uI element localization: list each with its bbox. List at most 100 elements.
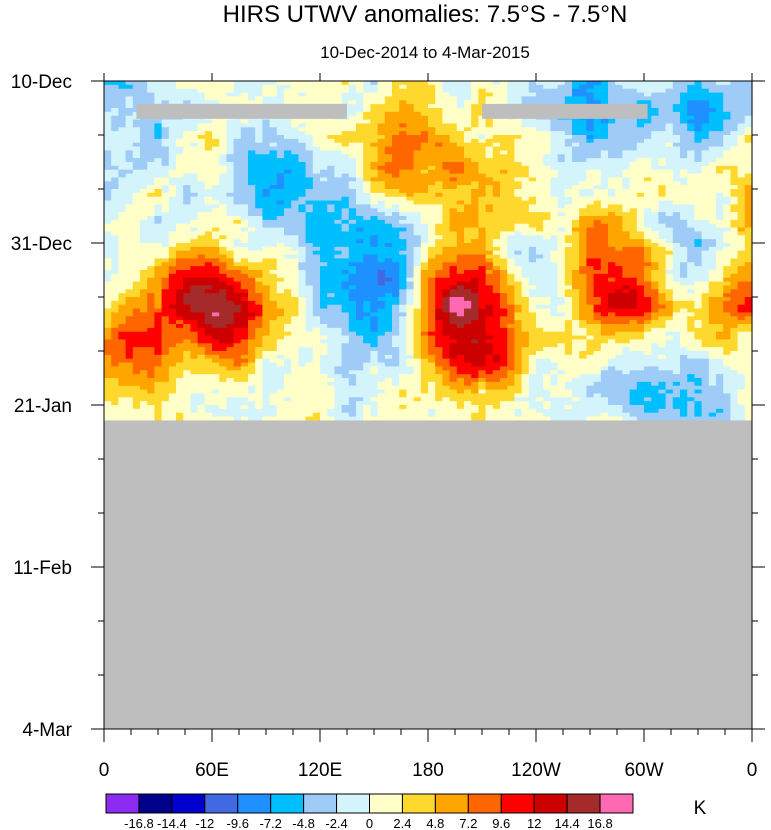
- heatmap-cell: [197, 293, 206, 298]
- heatmap-cell: [118, 185, 127, 190]
- heatmap-cell: [744, 96, 753, 101]
- heatmap-cell: [204, 135, 213, 140]
- heatmap-cell: [586, 154, 595, 159]
- heatmap-cell: [543, 196, 551, 202]
- heatmap-cell: [161, 200, 170, 206]
- heatmap-cell: [615, 281, 623, 287]
- heatmap-cell: [298, 216, 307, 221]
- heatmap-cell: [320, 177, 328, 182]
- heatmap-cell: [665, 246, 674, 252]
- heatmap-cell: [392, 293, 400, 298]
- heatmap-cell: [190, 266, 199, 271]
- heatmap-cell: [240, 219, 249, 225]
- heatmap-cell: [744, 200, 753, 206]
- heatmap-cell: [305, 135, 314, 140]
- heatmap-cell: [291, 92, 299, 98]
- heatmap-cell: [291, 127, 299, 132]
- heatmap-cell: [492, 165, 501, 171]
- heatmap-cell: [471, 123, 479, 128]
- heatmap-cell: [492, 88, 501, 94]
- heatmap-cell: [255, 262, 263, 267]
- heatmap-cell: [564, 135, 573, 140]
- heatmap-cell: [449, 115, 458, 121]
- heatmap-cell: [593, 285, 602, 290]
- heatmap-cell: [536, 181, 544, 186]
- heatmap-cell: [644, 165, 652, 171]
- heatmap-cell: [140, 266, 148, 271]
- heatmap-cell: [320, 135, 328, 140]
- heatmap-cell: [363, 146, 371, 152]
- heatmap-cell: [449, 235, 458, 240]
- heatmap-cell: [730, 254, 739, 260]
- heatmap-cell: [550, 289, 559, 294]
- heatmap-cell: [528, 281, 537, 287]
- heatmap-cell: [420, 81, 429, 86]
- heatmap-cell: [190, 281, 199, 287]
- heatmap-cell: [543, 223, 551, 229]
- heatmap-cell: [284, 84, 292, 90]
- heatmap-cell: [284, 127, 292, 132]
- heatmap-cell: [456, 254, 465, 260]
- heatmap-cell: [615, 250, 623, 256]
- heatmap-cell: [240, 204, 249, 209]
- heatmap-cell: [255, 173, 263, 179]
- heatmap-cell: [536, 192, 544, 198]
- heatmap-cell: [629, 204, 638, 209]
- heatmap-cell: [694, 158, 703, 163]
- heatmap-cell: [248, 243, 256, 248]
- heatmap-cell: [471, 131, 479, 136]
- heatmap-cell: [298, 150, 307, 155]
- heatmap-cell: [341, 273, 350, 279]
- heatmap-cell: [204, 185, 213, 190]
- heatmap-cell: [507, 208, 515, 213]
- heatmap-cell: [737, 235, 746, 240]
- heatmap-cell: [262, 119, 271, 125]
- heatmap-cell: [471, 285, 479, 290]
- heatmap-cell: [356, 135, 364, 140]
- heatmap-cell: [406, 81, 415, 86]
- heatmap-cell: [586, 250, 595, 256]
- heatmap-cell: [723, 100, 731, 105]
- heatmap-cell: [226, 127, 235, 132]
- heatmap-cell: [716, 204, 724, 209]
- heatmap-cell: [334, 266, 343, 271]
- heatmap-cell: [600, 81, 609, 86]
- heatmap-cell: [680, 135, 688, 140]
- heatmap-cell: [240, 142, 249, 148]
- heatmap-cell: [514, 235, 523, 240]
- heatmap-cell: [507, 192, 515, 198]
- heatmap-cell: [125, 254, 134, 260]
- heatmap-cell: [708, 135, 717, 140]
- heatmap-cell: [723, 146, 731, 152]
- heatmap-cell: [140, 119, 148, 125]
- heatmap-cell: [471, 181, 479, 186]
- heatmap-cell: [298, 196, 307, 202]
- heatmap-cell: [557, 196, 566, 202]
- heatmap-cell: [629, 173, 638, 179]
- heatmap-cell: [528, 200, 537, 206]
- heatmap-cell: [384, 92, 393, 98]
- heatmap-cell: [176, 254, 184, 260]
- heatmap-cell: [248, 239, 256, 244]
- heatmap-cell: [680, 111, 688, 117]
- heatmap-cell: [104, 84, 112, 90]
- heatmap-cell: [600, 262, 609, 267]
- heatmap-cell: [125, 169, 134, 175]
- heatmap-cell: [600, 243, 609, 248]
- heatmap-cell: [564, 223, 573, 229]
- heatmap-cell: [384, 123, 393, 128]
- heatmap-cell: [118, 289, 127, 294]
- heatmap-cell: [118, 173, 127, 179]
- heatmap-cell: [629, 81, 638, 86]
- heatmap-cell: [500, 162, 508, 167]
- heatmap-cell: [564, 173, 573, 179]
- heatmap-cell: [550, 243, 559, 248]
- heatmap-cell: [341, 212, 350, 217]
- heatmap-cell: [262, 131, 271, 136]
- heatmap-cell: [348, 88, 357, 94]
- heatmap-cell: [255, 185, 263, 190]
- heatmap-cell: [737, 200, 746, 206]
- heatmap-cell: [464, 223, 472, 229]
- heatmap-cell: [370, 154, 379, 159]
